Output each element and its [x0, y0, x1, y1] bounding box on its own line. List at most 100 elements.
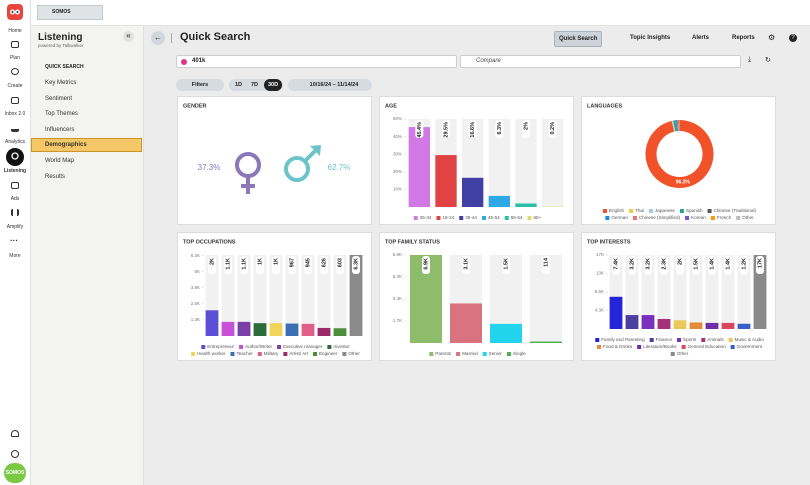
- value-label: 114: [543, 257, 549, 267]
- menu-item[interactable]: World Map: [45, 158, 74, 164]
- value-label: 2K: [209, 258, 215, 265]
- settings-icon[interactable]: ⚙: [768, 33, 776, 42]
- nav-icon[interactable]: [11, 182, 19, 189]
- filters-button[interactable]: Filters: [176, 79, 224, 91]
- chart-panel: AGE 25-34 18-24 35-44 45-54 55-64 65+ 10% 20% 30%…: [379, 96, 574, 225]
- nav-icon-active[interactable]: [6, 148, 24, 166]
- section-header: QUICK SEARCH: [45, 64, 84, 70]
- value-label: 1.4K: [709, 258, 715, 270]
- bell-icon[interactable]: [11, 430, 19, 437]
- nav-label[interactable]: More: [9, 253, 21, 259]
- tab-active[interactable]: Quick Search: [554, 31, 603, 47]
- legend-label: Other: [348, 351, 360, 356]
- value-label-bg: [542, 256, 550, 274]
- donut-slice: [671, 120, 675, 132]
- value-label: 7.4K: [613, 258, 619, 270]
- nav-icon[interactable]: [11, 68, 19, 75]
- nav-label[interactable]: Create: [7, 83, 23, 89]
- donut-slice: [676, 120, 679, 132]
- legend-swatch: [527, 216, 532, 220]
- nav-icon[interactable]: [11, 209, 19, 216]
- legend-swatch: [649, 209, 653, 213]
- bar: [205, 310, 219, 336]
- back-button[interactable]: ←: [151, 31, 165, 45]
- nav-label[interactable]: Inbox 2.0: [4, 111, 26, 117]
- value-label-bg: [336, 256, 344, 274]
- value-label: 0.2%: [550, 122, 556, 135]
- tab[interactable]: Alerts: [692, 35, 710, 41]
- value-label: 3.1K: [463, 258, 469, 270]
- collapse-button[interactable]: «: [123, 31, 134, 42]
- sidebar: Listening powered by Talkwalker « QUICK …: [31, 26, 144, 485]
- y-tick-label: 4.3K: [595, 308, 604, 313]
- menu-item[interactable]: Top Themes: [45, 111, 78, 117]
- nav-label[interactable]: Ads: [10, 196, 20, 202]
- legend-label: Entrepreneur: [207, 344, 234, 349]
- legend-label: Engineer: [319, 351, 338, 356]
- nav-label[interactable]: Listening: [3, 168, 27, 174]
- bar-track: [333, 255, 347, 336]
- help-icon[interactable]: [11, 450, 19, 458]
- nav-icon[interactable]: [11, 41, 19, 48]
- chart-title: TOP FAMILY STATUS: [385, 239, 440, 245]
- donut-slice: [677, 120, 679, 132]
- nav-icon[interactable]: [11, 97, 19, 104]
- menu-item[interactable]: Key Metrics: [45, 80, 77, 86]
- avatar[interactable]: SOMOS: [4, 463, 26, 483]
- value-label-bg: [676, 256, 684, 274]
- bar: [721, 322, 735, 329]
- legend-swatch: [710, 216, 715, 220]
- bar: [753, 255, 767, 329]
- bar: [317, 327, 331, 336]
- donut-slice: [678, 120, 679, 132]
- nav-label[interactable]: Analytics: [4, 139, 25, 145]
- legend-label: Health worker: [197, 351, 226, 356]
- chart-panel: GENDER 37.3% 62.7%: [177, 96, 372, 225]
- range-button-active[interactable]: 30D: [264, 79, 282, 91]
- download-icon[interactable]: ⤓: [748, 56, 752, 63]
- bar: [462, 177, 484, 207]
- range-button[interactable]: 1D: [234, 82, 243, 88]
- nav-label[interactable]: Plan: [9, 55, 20, 61]
- menu-item[interactable]: Influencers: [45, 127, 75, 133]
- tab[interactable]: Topic Insights: [630, 35, 671, 41]
- y-tick-label: 13K: [596, 271, 604, 276]
- menu-item[interactable]: Sentiment: [45, 96, 73, 102]
- tab[interactable]: Reports: [732, 35, 755, 41]
- chart: TOP OCCUPATIONS Entrepreneur Author/Writer…: [183, 239, 363, 356]
- legend-label: Married: [462, 351, 478, 356]
- legend-swatch: [728, 338, 733, 342]
- nav-label[interactable]: Amplify: [6, 224, 24, 230]
- bar-track: [253, 255, 267, 336]
- range-button[interactable]: 7D: [250, 82, 259, 88]
- date-picker[interactable]: 10/16/24 – 11/14/24: [288, 79, 372, 91]
- menu-item-active[interactable]: Demographics: [45, 142, 87, 148]
- nav-icon[interactable]: [11, 125, 19, 132]
- legend-label: English: [609, 208, 625, 213]
- value-label-bg: [272, 256, 280, 274]
- value-label: 603: [337, 258, 343, 267]
- legend-swatch: [597, 345, 602, 349]
- divider: [171, 33, 172, 43]
- menu-item[interactable]: Results: [45, 174, 66, 180]
- legend-swatch: [201, 345, 206, 349]
- compare-input[interactable]: Compare: [460, 55, 741, 68]
- refresh-icon[interactable]: ↻: [765, 57, 771, 64]
- chart-title: LANGUAGES: [587, 103, 622, 109]
- value-label-bg: [502, 256, 510, 274]
- value-label-bg: [724, 256, 732, 274]
- nav-icon[interactable]: ···: [10, 236, 18, 245]
- female-symbol: [235, 152, 261, 178]
- value-label-bg: [548, 120, 557, 138]
- nav-label[interactable]: Home: [8, 28, 22, 34]
- y-tick-label: 5K: [194, 269, 200, 274]
- help-icon[interactable]: ?: [789, 34, 797, 42]
- org-badge[interactable]: SOMOS: [37, 5, 103, 20]
- value-label-bg: [740, 256, 748, 274]
- legend-swatch: [679, 209, 684, 213]
- legend-label: German: [611, 215, 628, 220]
- legend-label: 18-24: [442, 215, 454, 220]
- query-text: 401k: [192, 58, 206, 64]
- search-input[interactable]: 401k: [176, 55, 457, 68]
